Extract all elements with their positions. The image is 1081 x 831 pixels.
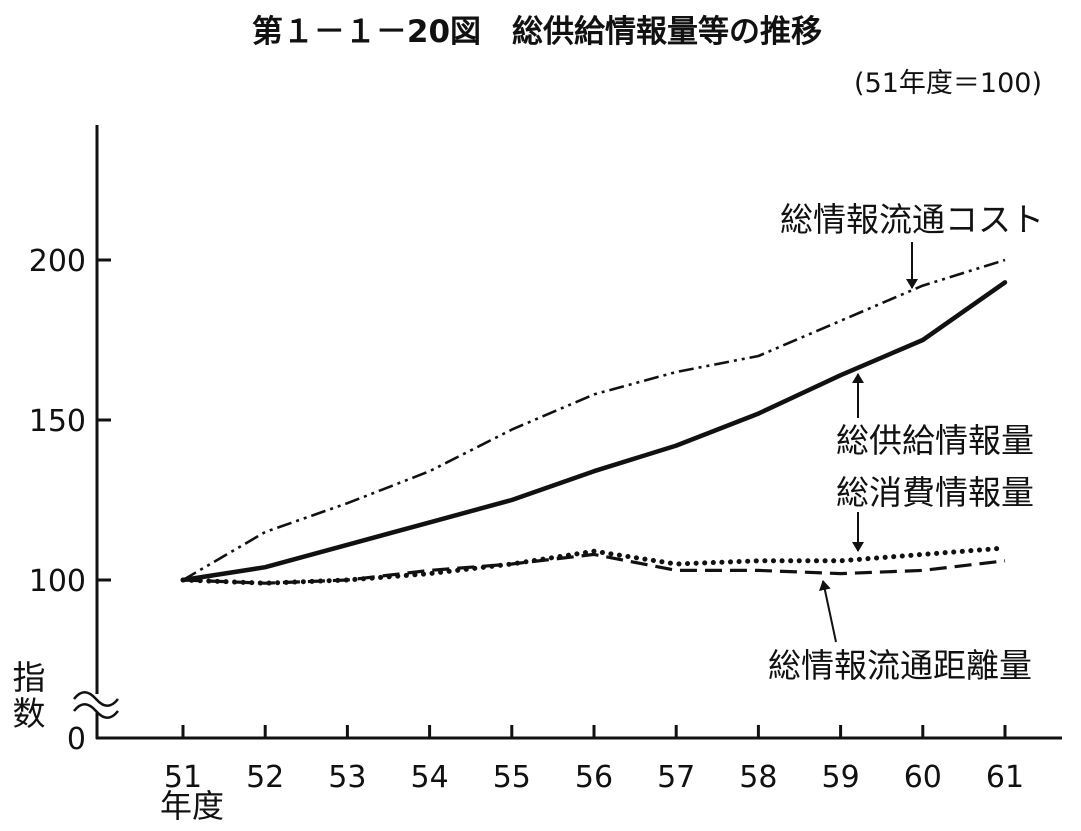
x-tick-label: 54 bbox=[411, 760, 449, 795]
x-tick-label: 59 bbox=[822, 760, 860, 795]
x-axis-title: 年度 bbox=[160, 787, 224, 825]
series-line-supply bbox=[180, 280, 1008, 583]
series-line-distribution-cost bbox=[182, 258, 1006, 582]
x-tick-label: 51 bbox=[164, 760, 202, 795]
y-tick-label: 200 bbox=[29, 244, 86, 279]
y-tick-label: 0 bbox=[67, 722, 86, 757]
x-tick-label: 56 bbox=[575, 760, 613, 795]
series-label-distribution-distance: 総情報流通距離量 bbox=[768, 646, 1032, 685]
chart-title: 第１－１－20図 総供給情報量等の推移 bbox=[252, 14, 822, 50]
series-lines bbox=[180, 258, 1008, 586]
x-tick-label: 53 bbox=[328, 760, 366, 795]
y-tick-label: 150 bbox=[29, 404, 86, 439]
series-label-supply: 総供給情報量 bbox=[836, 421, 1034, 460]
x-tick-label: 60 bbox=[904, 760, 942, 795]
axis-ticks: 51 52 53 54 55 56 57 58 59 60 61 0 100 150 200 bbox=[29, 244, 1024, 795]
x-tick-label: 57 bbox=[657, 760, 695, 795]
chart-subtitle: (51年度＝100) bbox=[854, 68, 1042, 99]
series-line-distribution-distance bbox=[182, 552, 1006, 585]
x-tick-label: 52 bbox=[246, 760, 284, 795]
axis-break-wave-upper bbox=[73, 691, 119, 707]
arrow-distribution-distance bbox=[819, 580, 837, 643]
series-label-distribution-cost: 総情報流通コスト bbox=[780, 200, 1044, 239]
x-tick-label: 58 bbox=[739, 760, 777, 795]
y-axis-title: 指数 bbox=[7, 660, 46, 732]
series-line-consumption bbox=[180, 545, 1008, 586]
x-tick-label: 61 bbox=[986, 760, 1024, 795]
axis-break-wave-lower bbox=[73, 703, 119, 719]
series-label-consumption: 総消費情報量 bbox=[836, 473, 1034, 512]
x-tick-label: 55 bbox=[493, 760, 531, 795]
y-tick-label: 100 bbox=[29, 564, 86, 599]
